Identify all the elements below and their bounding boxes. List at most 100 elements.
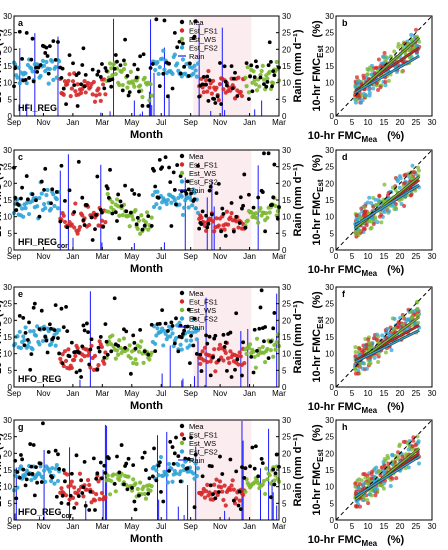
measured-point [20,457,25,462]
estimate-point [251,69,256,74]
estimate-point [51,77,56,82]
measured-point [78,368,82,373]
measured-point [193,452,198,457]
rain-series [19,18,263,116]
estimate-point [129,213,135,219]
estimate-point [113,71,118,77]
estimate-point [55,206,61,211]
scatter-point [386,78,391,83]
estimate-point [142,75,147,80]
estimate-point [225,356,231,361]
y2-axis-label: Rain (mm d⁻¹) [292,433,304,506]
measured-point [65,329,70,333]
measured-point [17,475,22,480]
estimate-point [94,491,99,497]
measured-point [100,62,104,66]
measured-point [140,103,145,108]
estimate-point [99,344,105,350]
estimate-point [216,223,221,228]
estimate-point [138,344,143,350]
measured-point [186,187,191,192]
estimate-point [245,65,250,70]
estimate-point [260,63,265,68]
scatter-point [381,199,386,204]
measured-point [72,83,77,88]
x-tick-label: Mar [95,389,109,398]
measured-point [81,46,86,51]
x-tick-label: 25 [412,252,421,261]
measured-point [127,90,132,95]
estimate-point [199,215,204,220]
measured-point [52,328,57,333]
measured-point [170,86,175,91]
measured-point [118,63,123,68]
estimate-point [80,213,85,218]
estimate-point [217,342,223,347]
panel-letter: f [342,289,346,299]
scatter-point [392,49,397,54]
estimate-point [184,338,189,343]
measured-point [265,79,270,84]
y-axis-label-unit: (%) [311,424,323,441]
measured-point [91,456,96,461]
estimate-point [140,94,145,100]
measured-point [30,192,35,197]
x-tick-label: Jan [66,252,79,261]
y-tick-label: 15 [325,466,334,475]
scatter-point [403,51,408,56]
y2-tick-label: 10 [282,483,291,492]
estimate-point [68,483,73,488]
measured-point [87,362,92,367]
measured-point [152,168,156,173]
measured-point [248,74,252,79]
measured-point [23,331,28,335]
estimate-point [134,361,139,366]
measured-point [21,467,26,472]
measured-point [130,486,134,490]
x-axis-label-main: 10-hr FMC [308,401,362,413]
legend-label: Est_FS2 [189,448,218,457]
measured-point [161,499,166,504]
measured-point [189,333,193,338]
estimate-point [176,195,181,201]
estimate-point [15,334,20,339]
measured-point [54,190,59,194]
estimate-point [221,87,226,92]
measured-point [253,444,258,449]
measured-point [166,329,170,333]
measured-point [163,155,168,160]
measured-point [241,203,246,208]
estimate-point [85,80,91,86]
estimate-point [213,369,218,374]
x-tick-label: 0 [334,118,339,127]
season-shade [193,150,252,250]
estimate-point [210,78,216,84]
estimate-point [73,201,78,206]
estimate-point [129,488,135,493]
one-to-one-line [335,15,433,117]
estimate-point [237,350,242,355]
x-tick-label: May [124,252,139,261]
measured-point [218,61,222,65]
scatter-point [388,484,393,489]
measured-point [268,59,273,64]
measured-point [189,191,193,196]
estimate-point [154,468,159,473]
scatter-point [410,163,415,168]
x-axis-label: 10-hr FMCMea (%) [308,401,405,415]
measured-point [39,179,44,184]
measured-point [262,82,266,87]
estimate-point [217,82,223,87]
measured-point [51,39,56,43]
estimate-point [62,219,68,225]
measured-point [256,474,261,479]
measured-point [220,206,225,211]
measured-point [90,67,95,72]
measured-point [109,84,114,89]
estimate-point [84,347,90,352]
measured-point [179,335,184,340]
y-axis-label-unit: (%) [311,291,323,308]
estimate-point [205,482,210,487]
estimate-point [172,198,177,203]
